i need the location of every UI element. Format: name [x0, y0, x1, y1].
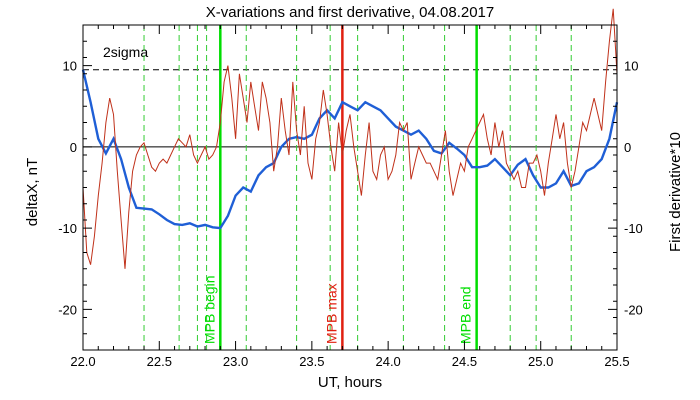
sigma-label: 2sigma: [103, 44, 148, 60]
marker-label-1: MPB max: [323, 283, 339, 344]
series-line-0: [81, 69, 619, 230]
y-tick-label-left-1: 0: [70, 140, 77, 155]
y-tick-label-right-3: -20: [624, 302, 643, 317]
y-tick-label-right-0: 10: [624, 59, 638, 74]
x-tick-label-3: 23.5: [299, 354, 324, 369]
y-tick-label-left-3: -20: [58, 302, 77, 317]
plot-layer: MPB begin MPB max MPB end 22.0 22.5 23.0 23.5 2…: [58, 8, 643, 369]
x-tick-label-4: 24.0: [375, 354, 400, 369]
plot-frame: [82, 24, 618, 351]
x-tick-label-0: 22.0: [70, 354, 95, 369]
x-axis-label: UT, hours: [318, 374, 382, 391]
y-tick-label-left-2: -10: [58, 221, 77, 236]
y-tick-label-right-1: 0: [624, 140, 631, 155]
marker-label-0: MPB begin: [201, 276, 217, 344]
y-axis-label-right: First derivative*10: [667, 132, 684, 252]
y-tick-label-right-2: -10: [624, 221, 643, 236]
x-tick-label-6: 25.0: [528, 354, 553, 369]
chart-title: X-variations and first derivative, 04.08…: [206, 4, 495, 21]
y-tick-label-left-0: 10: [63, 59, 77, 74]
y-axis-label-left: deltaX, nT: [24, 158, 41, 226]
x-tick-label-1: 22.5: [147, 354, 172, 369]
x-tick-label-5: 24.5: [452, 354, 477, 369]
x-tick-label-7: 25.5: [604, 354, 629, 369]
series-line-1: [82, 8, 618, 269]
x-tick-label-2: 23.0: [223, 354, 248, 369]
marker-label-2: MPB end: [458, 286, 474, 344]
